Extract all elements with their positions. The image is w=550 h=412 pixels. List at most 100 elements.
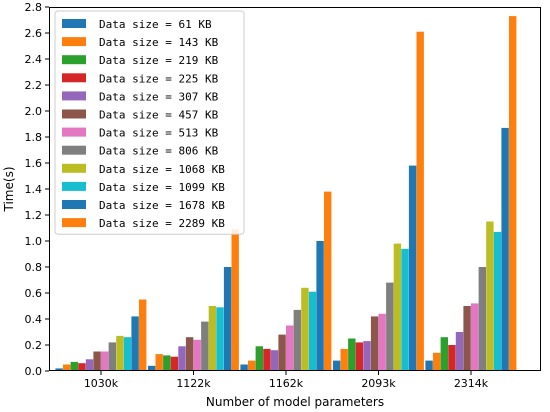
- bar-1122k-series-6: [185, 337, 194, 371]
- bar-1122k-series-10: [216, 307, 224, 371]
- plot-frame: [49, 7, 541, 371]
- bar-2314k-series-2: [433, 352, 441, 371]
- legend-entry: Data size = 219 KB: [99, 54, 219, 67]
- legend-entry: Data size = 806 KB: [99, 145, 219, 158]
- y-axis: 0.0 0.2 0.4 0.6 0.8 1.0 1.2 1.4 1.6 1.8 2.0 2.2 2.4 2…: [25, 1, 49, 378]
- bar-1162k-series-2: [248, 360, 256, 371]
- bar-2314k-series-7: [471, 303, 479, 371]
- bar-2093k-series-6: [370, 316, 379, 371]
- bar-2093k-series-10: [401, 248, 409, 371]
- bar-1122k-series-9: [208, 306, 217, 371]
- x-axis-label: Number of model parameters: [206, 395, 384, 409]
- bar-1162k-series-3: [255, 346, 263, 371]
- bar-1030k-series-10: [123, 337, 132, 371]
- bar-2314k-series-1: [425, 360, 433, 371]
- legend-swatch: [62, 37, 86, 47]
- bar-2093k-series-11: [408, 165, 417, 371]
- y-tick-label: 2.8: [25, 1, 43, 14]
- y-tick-label: 2.4: [25, 53, 43, 66]
- legend-swatch: [62, 127, 86, 137]
- bar-2314k-series-12: [509, 16, 517, 371]
- y-tick-label: 0.6: [25, 287, 43, 300]
- bar-1122k-series-2: [155, 354, 163, 371]
- y-tick-label: 1.0: [25, 235, 43, 248]
- bar-2093k-series-2: [340, 348, 348, 371]
- bar-1162k-series-5: [270, 350, 279, 371]
- bar-2314k-series-8: [478, 267, 486, 371]
- bar-1030k-series-7: [101, 351, 109, 371]
- bar-2093k-series-4: [355, 342, 364, 371]
- legend-box: [54, 10, 245, 235]
- legend-swatch: [62, 109, 86, 119]
- bar-2314k-series-9: [486, 221, 494, 371]
- legend: Data size = 61 KB Data size = 143 KB Data …: [54, 10, 245, 235]
- y-tick-label: 0.4: [25, 313, 43, 326]
- bar-1030k-series-8: [108, 342, 116, 371]
- bars-group: [55, 16, 517, 372]
- legend-entry: Data size = 61 KB: [99, 18, 212, 31]
- x-tick-label: 1122k: [176, 377, 211, 390]
- bar-1162k-series-9: [301, 287, 309, 371]
- legend-swatch: [62, 181, 86, 191]
- bar-1030k-series-3: [70, 361, 78, 371]
- bar-2093k-series-1: [332, 360, 341, 371]
- y-tick-label: 0.0: [25, 365, 43, 378]
- bar-1122k-series-12: [231, 229, 239, 371]
- bar-1030k-series-6: [93, 351, 101, 371]
- y-tick-label: 0.2: [25, 339, 43, 352]
- bar-1162k-series-10: [308, 291, 317, 371]
- legend-swatch: [62, 200, 86, 209]
- legend-swatch: [62, 145, 86, 155]
- x-axis: 1030k 1122k 1162k 2093k 2314k: [84, 371, 489, 390]
- bar-2093k-series-12: [416, 31, 424, 371]
- bar-1122k-series-5: [178, 346, 186, 371]
- bar-1162k-series-4: [263, 348, 271, 371]
- y-tick-label: 1.6: [25, 157, 43, 170]
- bar-2093k-series-8: [386, 282, 394, 371]
- bar-1030k-series-11: [131, 316, 139, 371]
- legend-entry: Data size = 457 KB: [99, 109, 219, 122]
- legend-swatch: [62, 73, 86, 83]
- legend-swatch: [62, 163, 86, 173]
- y-tick-label: 1.8: [25, 131, 43, 144]
- bar-1030k-series-9: [116, 335, 124, 371]
- legend-entry: Data size = 513 KB: [99, 127, 219, 140]
- x-tick-label: 1030k: [84, 377, 119, 390]
- bar-2093k-series-9: [393, 243, 402, 371]
- legend-entry: Data size = 1099 KB: [99, 181, 225, 194]
- bar-2314k-series-6: [463, 306, 471, 371]
- bar-1162k-series-1: [240, 364, 248, 371]
- y-axis-label: Time(s): [2, 167, 16, 213]
- bar-1122k-series-3: [163, 355, 171, 371]
- bar-2314k-series-3: [440, 337, 448, 371]
- y-tick-label: 0.8: [25, 261, 43, 274]
- bar-1030k-series-5: [85, 359, 94, 371]
- legend-entry: Data size = 307 KB: [99, 90, 219, 103]
- y-tick-label: 1.2: [25, 209, 43, 222]
- bar-1122k-series-1: [147, 365, 156, 371]
- bar-2093k-series-5: [363, 341, 371, 371]
- bar-1162k-series-8: [293, 309, 301, 371]
- bar-2093k-series-7: [378, 313, 386, 371]
- y-tick-label: 1.4: [25, 183, 43, 196]
- bar-1122k-series-11: [223, 267, 232, 371]
- bar-1162k-series-12: [324, 191, 332, 371]
- x-tick-label: 2314k: [454, 377, 489, 390]
- legend-entry: Data size = 1678 KB: [99, 199, 225, 212]
- bar-2093k-series-3: [348, 338, 356, 371]
- bar-1162k-series-6: [278, 334, 286, 371]
- legend-entry: Data size = 143 KB: [99, 36, 219, 49]
- legend-entry: Data size = 2289 KB: [99, 217, 225, 230]
- bar-1122k-series-8: [201, 321, 209, 371]
- legend-swatch: [62, 19, 86, 28]
- y-tick-label: 2.6: [25, 27, 43, 40]
- bar-2314k-series-4: [448, 345, 456, 371]
- bar-2314k-series-10: [493, 231, 502, 371]
- bar-2314k-series-5: [455, 332, 464, 371]
- bar-1162k-series-7: [286, 325, 294, 371]
- bar-1122k-series-7: [193, 339, 201, 371]
- bar-1162k-series-11: [316, 241, 324, 371]
- y-tick-label: 2.2: [25, 79, 43, 92]
- legend-swatch: [62, 55, 86, 65]
